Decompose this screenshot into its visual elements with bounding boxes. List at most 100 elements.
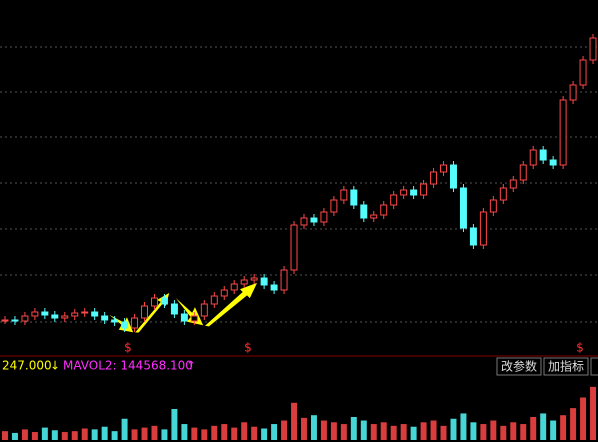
volume-bar	[291, 402, 298, 440]
button[interactable]	[496, 357, 542, 376]
signal: $	[244, 341, 252, 355]
volume-bar	[191, 427, 198, 440]
indicator-value: 247.000	[2, 359, 52, 373]
signal: $	[124, 341, 132, 355]
candle	[340, 189, 348, 201]
candle	[101, 315, 109, 321]
volume-bar	[430, 420, 437, 440]
volume-bar	[1, 431, 8, 440]
indicator-arrow: ↑	[186, 359, 196, 373]
arrow	[104, 311, 135, 334]
volume-bar	[440, 425, 447, 440]
button-label[interactable]: 改参数	[501, 359, 537, 374]
volume-bar	[21, 429, 28, 440]
candle	[469, 227, 477, 246]
candle	[459, 187, 467, 229]
volume-bar	[400, 424, 407, 440]
mavol2: MAVOL2: 144568.100	[63, 359, 193, 373]
candle	[519, 164, 527, 181]
volume-bar	[500, 425, 507, 440]
candle	[270, 284, 278, 291]
candle	[559, 99, 567, 166]
volume-bar	[251, 426, 258, 440]
volume-bar	[360, 420, 367, 440]
candle	[499, 187, 507, 201]
volume-bar	[580, 397, 587, 440]
candle	[180, 313, 188, 322]
candle	[200, 303, 208, 317]
candle	[380, 204, 388, 216]
candle	[449, 164, 457, 189]
candle	[420, 183, 428, 196]
candle	[220, 289, 228, 297]
volume-bar	[261, 428, 268, 440]
button-label[interactable]: 加指标	[548, 359, 584, 374]
signal: $	[576, 341, 584, 355]
candle	[11, 319, 19, 322]
volume-bar	[51, 430, 58, 440]
candle	[131, 317, 139, 329]
volume-bar	[330, 422, 337, 440]
candle	[290, 224, 298, 271]
volume-bar	[310, 415, 317, 440]
volume-bar	[450, 418, 457, 440]
volume-bar	[11, 432, 18, 440]
volume-bar	[221, 424, 228, 440]
volume-bar	[420, 422, 427, 440]
button[interactable]	[590, 357, 598, 376]
indicator-arrow: ↓	[50, 359, 60, 373]
volume-bar	[31, 432, 38, 440]
candle	[350, 189, 358, 206]
candle	[489, 199, 497, 213]
candle	[21, 315, 29, 322]
volume-bar	[490, 420, 497, 440]
volume-bar	[161, 429, 168, 440]
candle	[61, 315, 69, 319]
volume-bar	[281, 420, 288, 440]
volume-bar	[520, 424, 527, 440]
candle	[400, 189, 408, 196]
candle	[390, 194, 398, 206]
volume-bar	[231, 427, 238, 440]
grid	[0, 46, 598, 323]
volume-bar	[300, 417, 307, 440]
volume-bar	[380, 422, 387, 440]
candle	[260, 277, 268, 286]
candle	[479, 211, 487, 246]
candle	[160, 297, 168, 305]
volume-bar	[470, 422, 477, 440]
candle	[310, 217, 318, 223]
volume-bar	[201, 429, 208, 440]
volume-bar	[560, 415, 567, 440]
volume-bar	[211, 425, 218, 440]
volume-bar	[340, 424, 347, 440]
candle	[190, 315, 198, 322]
candle	[111, 319, 119, 323]
volume-bar	[550, 420, 557, 440]
candle	[210, 295, 218, 305]
volume-bar	[131, 429, 138, 440]
volume-bar	[41, 427, 48, 440]
candle	[170, 303, 178, 315]
volume-bar	[590, 386, 597, 440]
volume-bar	[570, 408, 577, 440]
volume-bar	[181, 424, 188, 440]
candle	[150, 297, 158, 307]
candle	[360, 204, 368, 219]
volume-bar	[71, 431, 78, 440]
button[interactable]	[543, 357, 589, 376]
candle	[31, 311, 39, 317]
candle	[330, 199, 338, 213]
volume-bar	[121, 418, 128, 440]
candle	[529, 149, 537, 166]
volume-bar	[320, 420, 327, 440]
candle	[41, 311, 49, 316]
candle	[589, 37, 597, 61]
candle	[240, 279, 248, 285]
candle	[440, 164, 448, 173]
volume-bar	[111, 431, 118, 440]
candle	[370, 214, 378, 219]
volume-bar	[171, 409, 178, 440]
candle	[569, 84, 577, 101]
